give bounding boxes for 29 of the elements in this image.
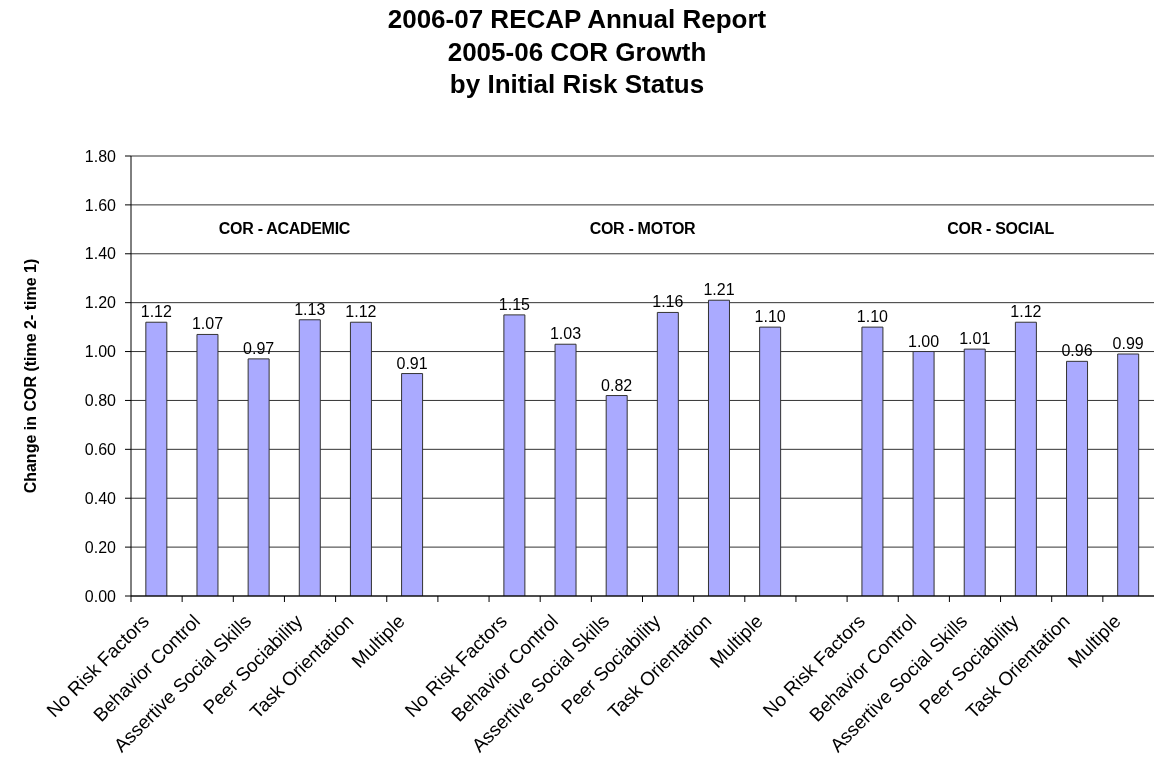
annotation: COR - MOTOR [589, 220, 696, 238]
y-tick-label: 0.60 [84, 441, 117, 459]
y-tick-label: 0.40 [84, 489, 117, 507]
y-tick-label: 1.80 [84, 147, 117, 165]
data-label: 0.82 [601, 376, 633, 394]
y-tick-label: 0.80 [84, 392, 117, 410]
data-label: 1.21 [703, 281, 735, 299]
annotation: COR - ACADEMIC [218, 220, 351, 238]
data-label: 1.07 [191, 315, 224, 333]
annotation: COR - SOCIAL [947, 220, 1054, 238]
y-tick-label: 1.40 [84, 245, 117, 263]
data-label: 1.10 [754, 308, 786, 326]
y-tick-label: 0.20 [84, 538, 117, 556]
data-label: 1.10 [856, 308, 889, 326]
y-tick-label: 1.00 [84, 343, 117, 361]
data-label: 1.01 [959, 330, 991, 348]
y-tick-label: 1.20 [84, 294, 117, 312]
y-tick-label: 0.00 [84, 587, 117, 605]
y-tick-label: 1.60 [84, 196, 117, 214]
data-label: 1.03 [549, 325, 582, 343]
data-label: 0.91 [396, 354, 428, 372]
data-label: 1.13 [294, 300, 326, 318]
data-label: 1.12 [1010, 303, 1042, 321]
data-label: 1.12 [140, 303, 173, 321]
chart-title: 2006-07 RECAP Annual Report 2005-06 COR Growth by Initial Risk Status [386, 3, 768, 101]
data-label: 1.12 [345, 303, 377, 321]
data-label: 0.99 [1112, 335, 1144, 352]
data-label: 1.00 [908, 332, 940, 350]
y-axis-title: Change in COR (time 2- time 1) [22, 258, 40, 494]
